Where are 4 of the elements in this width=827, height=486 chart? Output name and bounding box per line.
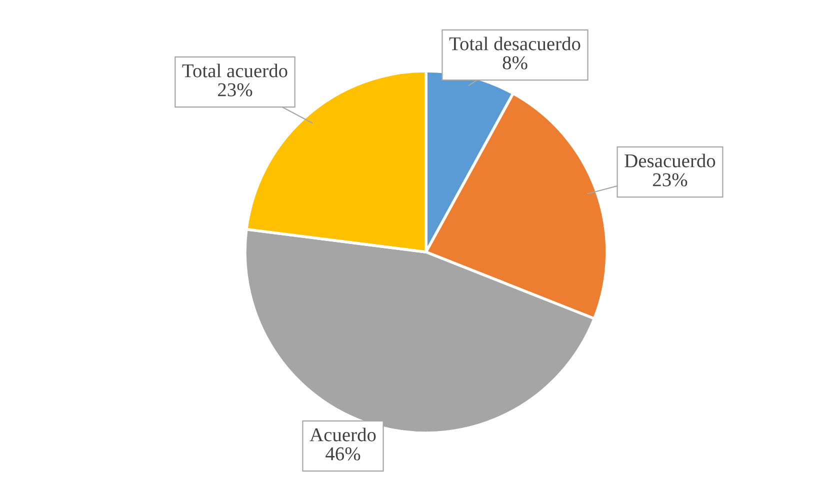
slice-label: Desacuerdo 23% [624,154,716,186]
slice-label: Total acuerdo 23% [182,64,288,96]
slice-label: Total desacuerdo 8% [449,36,580,70]
slice-label: Acuerdo 46% [310,428,376,460]
